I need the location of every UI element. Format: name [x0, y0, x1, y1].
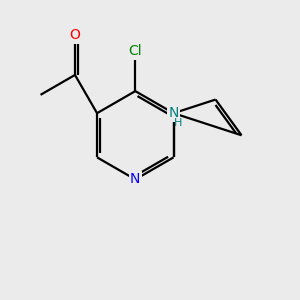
Text: N: N	[130, 172, 140, 186]
Text: Cl: Cl	[128, 44, 142, 58]
Text: H: H	[174, 118, 182, 128]
Text: O: O	[70, 28, 80, 42]
Text: N: N	[168, 106, 179, 120]
